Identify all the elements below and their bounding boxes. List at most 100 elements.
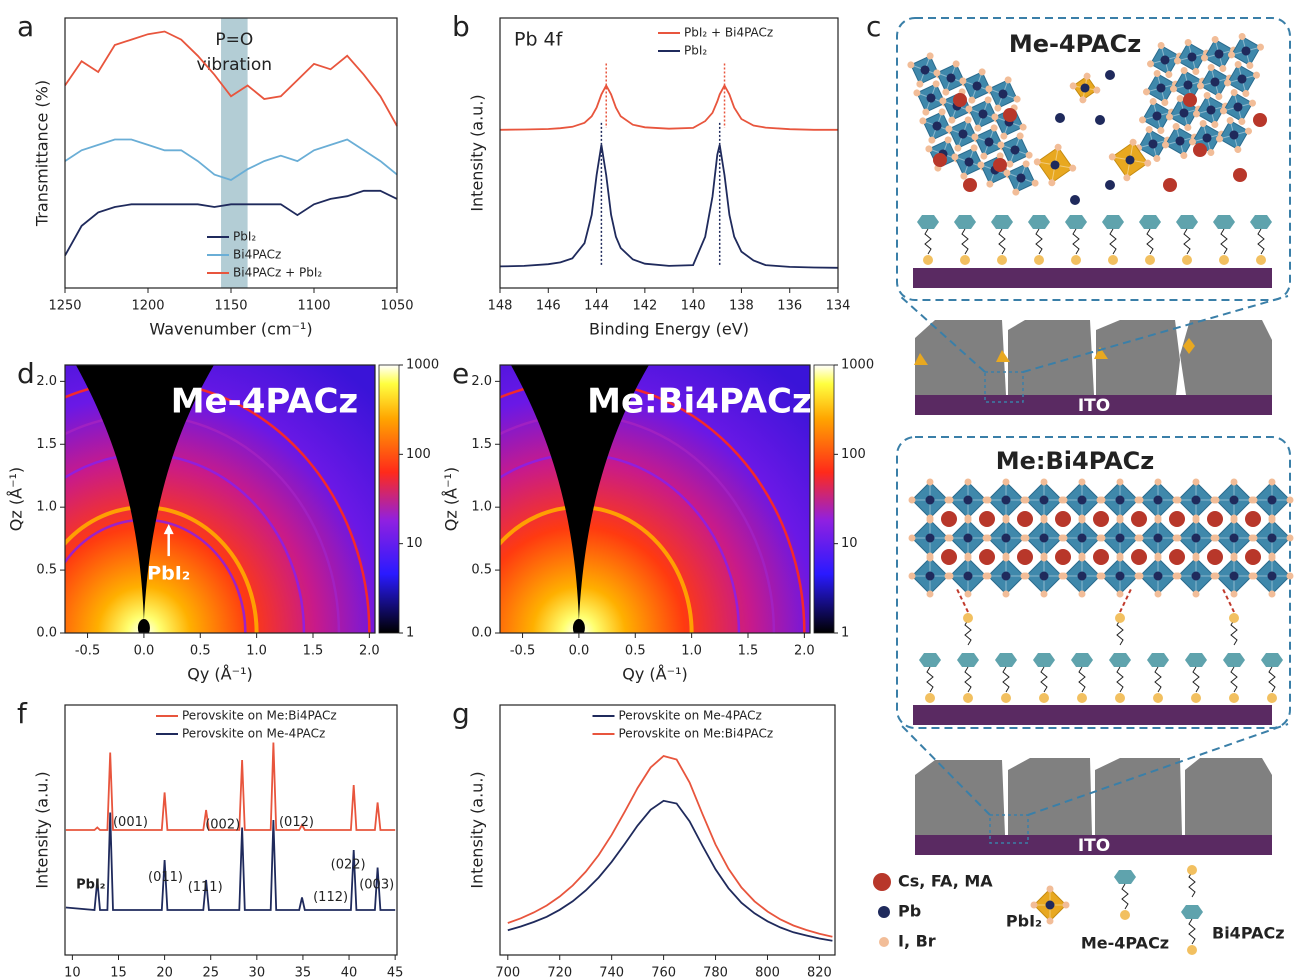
halide bbox=[927, 591, 934, 598]
anchor bbox=[923, 255, 933, 265]
halide bbox=[909, 535, 916, 542]
legend-label: Perovskite on Me:Bi4PACz bbox=[619, 727, 774, 741]
chain bbox=[965, 620, 971, 645]
pb-ion bbox=[1078, 496, 1087, 505]
pb-ion bbox=[1192, 496, 1201, 505]
halide bbox=[1023, 573, 1030, 580]
halide bbox=[1041, 517, 1048, 524]
halide bbox=[1231, 591, 1238, 598]
chain bbox=[927, 667, 933, 692]
octahedron bbox=[901, 46, 948, 93]
a-site bbox=[963, 178, 977, 192]
x-tick-label: 700 bbox=[495, 966, 520, 980]
chain bbox=[1231, 620, 1237, 645]
anchor bbox=[997, 255, 1007, 265]
peak-label: (022) bbox=[331, 858, 366, 873]
halide bbox=[1079, 555, 1086, 562]
halide bbox=[1269, 555, 1276, 562]
sam-molecule bbox=[1065, 215, 1087, 265]
chain bbox=[999, 229, 1005, 254]
legend-label: Me-4PACz bbox=[1081, 934, 1169, 953]
halide bbox=[1117, 555, 1124, 562]
legend-label: Perovskite on Me-4PACz bbox=[182, 727, 325, 741]
sam-molecule bbox=[1181, 865, 1203, 955]
y-axis-label: Intensity (a.u.) bbox=[33, 771, 52, 888]
a-site bbox=[1245, 511, 1261, 527]
x-tick-label: 25 bbox=[202, 966, 219, 980]
series-line bbox=[500, 145, 838, 268]
sam-molecule bbox=[1033, 653, 1055, 703]
halide bbox=[1213, 535, 1220, 542]
legend-label: PbI₂ + Bi4PACz bbox=[684, 26, 773, 40]
anchor bbox=[1229, 693, 1239, 703]
octahedron bbox=[1067, 70, 1103, 106]
substrate-label: ITO bbox=[1078, 396, 1110, 416]
pb-ion bbox=[1002, 496, 1011, 505]
halide bbox=[909, 497, 916, 504]
halide bbox=[947, 535, 954, 542]
halide bbox=[1155, 479, 1162, 486]
anchor bbox=[1039, 693, 1049, 703]
halide bbox=[1251, 497, 1258, 504]
halide bbox=[985, 497, 992, 504]
halide bbox=[1099, 573, 1106, 580]
halide bbox=[1137, 573, 1144, 580]
x-tick-label: 2.0 bbox=[359, 644, 380, 659]
a-site bbox=[1055, 549, 1071, 565]
x-tick-label: 134 bbox=[826, 299, 851, 314]
chain bbox=[1073, 229, 1079, 254]
pb-ion bbox=[1192, 572, 1201, 581]
halide bbox=[1231, 555, 1238, 562]
pb-ion bbox=[1116, 572, 1125, 581]
halide bbox=[1047, 886, 1054, 893]
halide bbox=[947, 497, 954, 504]
diagram-title: Me:Bi4PACz bbox=[996, 447, 1155, 475]
x-tick-label: 20 bbox=[156, 966, 173, 980]
halide bbox=[1099, 497, 1106, 504]
sam-molecule bbox=[991, 215, 1013, 265]
y-tick-label: 1.5 bbox=[471, 437, 492, 452]
carbazole bbox=[1176, 215, 1198, 229]
x-tick-label: 30 bbox=[249, 966, 266, 980]
legend-label: PbI₂ bbox=[684, 44, 707, 58]
halide bbox=[1003, 479, 1010, 486]
x-tick-label: 740 bbox=[599, 966, 624, 980]
x-tick-label: 1.5 bbox=[738, 644, 759, 659]
halide bbox=[1269, 479, 1276, 486]
chain bbox=[1221, 229, 1227, 254]
diagram-title: Me-4PACz bbox=[1009, 30, 1141, 58]
pb-ion bbox=[1268, 534, 1277, 543]
halide bbox=[1287, 497, 1294, 504]
x-tick-label: 146 bbox=[536, 299, 561, 314]
x-axis-label: Qy (Å⁻¹) bbox=[622, 665, 687, 684]
halide bbox=[1213, 497, 1220, 504]
x-tick-label: 0.5 bbox=[625, 644, 646, 659]
a-site bbox=[1207, 549, 1223, 565]
peak-label: PbI₂ bbox=[76, 878, 105, 893]
a-site bbox=[993, 158, 1007, 172]
sam-molecule bbox=[1223, 613, 1245, 703]
halide bbox=[1079, 479, 1086, 486]
anchor bbox=[1071, 255, 1081, 265]
pb-ion bbox=[1154, 496, 1163, 505]
anchor bbox=[925, 693, 935, 703]
x-tick-label: -0.5 bbox=[75, 644, 100, 659]
halide bbox=[1251, 535, 1258, 542]
x-tick-label: 0.0 bbox=[569, 644, 590, 659]
x-tick-label: 144 bbox=[584, 299, 609, 314]
x-tick-label: 1200 bbox=[131, 299, 164, 314]
colorbar-tick-label: 1000 bbox=[841, 358, 874, 373]
peak-label: (002) bbox=[205, 818, 240, 833]
pb-ion bbox=[1046, 901, 1055, 910]
halide bbox=[927, 555, 934, 562]
colorbar-tick-label: 10 bbox=[841, 536, 858, 551]
carbazole bbox=[1185, 653, 1207, 667]
panel-letter: a bbox=[17, 10, 34, 43]
pb-ion bbox=[1154, 572, 1163, 581]
x-tick-label: 1100 bbox=[297, 299, 330, 314]
halide bbox=[1155, 555, 1162, 562]
anchor bbox=[1108, 255, 1118, 265]
sam-molecule bbox=[1071, 653, 1093, 703]
halide bbox=[1137, 535, 1144, 542]
sam-molecule bbox=[919, 653, 941, 703]
